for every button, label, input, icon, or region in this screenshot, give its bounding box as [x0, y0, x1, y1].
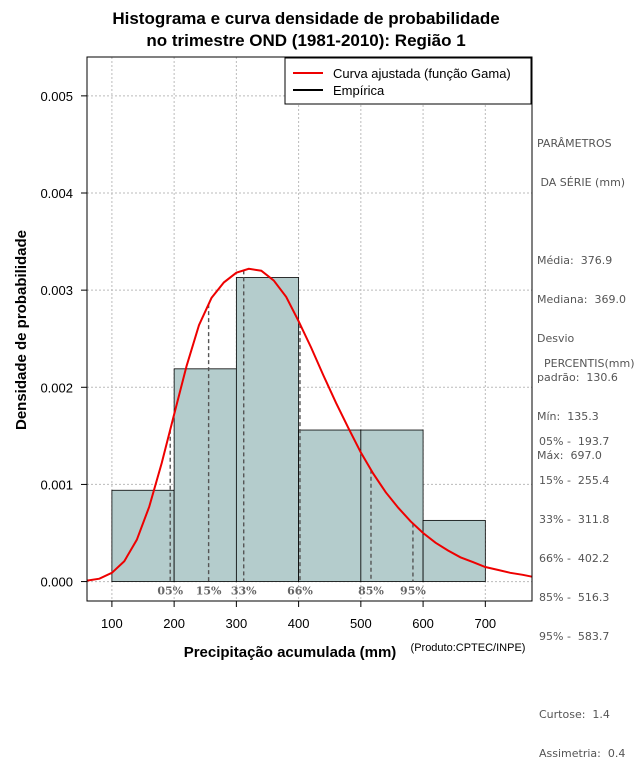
percentile-label: 33%	[231, 585, 257, 598]
histogram-bar	[173, 368, 237, 582]
histogram-chart: 100 200 300 400 500 600 700 0.0000.0010.0020.0…	[13, 9, 533, 660]
y-tick-label: 0.001	[40, 477, 73, 492]
percentile-05: 05% - 193.7	[539, 435, 610, 448]
percentile-lines	[169, 270, 414, 582]
legend-fitted-label: Curva ajustada (função Gama)	[333, 66, 511, 81]
params-title-2: DA SÉRIE (mm)	[537, 176, 626, 189]
legend: Curva ajustada (função Gama) Empírica	[284, 57, 532, 105]
plot-frame	[86, 56, 533, 602]
stat-media: Média: 376.9	[537, 254, 613, 267]
percentile-85: 85% - 516.3	[539, 591, 610, 604]
percentile-label: 05%	[157, 585, 183, 598]
x-tick-label: 500	[350, 616, 372, 631]
percentile-33: 33% - 311.8	[539, 513, 610, 526]
percentile-15: 15% - 255.4	[539, 474, 610, 487]
y-tick-label: 0.004	[40, 186, 73, 201]
chart-title-line-1: Histograma e curva densidade de probabil…	[112, 9, 499, 28]
y-axis-title: Densidade de probabilidade	[13, 230, 30, 430]
percentile-66: 66% - 402.2	[539, 552, 610, 565]
percentiles-title: PERCENTIS(mm)	[544, 357, 635, 370]
x-tick-label: 200	[163, 616, 185, 631]
percentile-95: 95% - 583.7	[539, 630, 610, 643]
stat-curtose: Curtose: 1.4	[539, 708, 610, 721]
stat-mediana: Mediana: 369.0	[537, 293, 626, 306]
x-tick-label: 700	[474, 616, 496, 631]
y-tick-label: 0.003	[40, 283, 73, 298]
percentile-labels: 05% 15% 33% 66% 85% 95%	[157, 585, 426, 598]
product-credit: (Produto:CPTEC/INPE)	[411, 642, 526, 654]
gamma-curve-line	[86, 267, 533, 582]
stat-desvio-value: padrão: 130.6	[537, 371, 618, 384]
percentile-label: 15%	[196, 585, 222, 598]
y-tick-label: 0.005	[40, 89, 73, 104]
legend-empirical-label: Empírica	[333, 83, 385, 98]
y-axis: 0.000 0.001 0.002 0.003 0.004 0.005	[40, 89, 87, 590]
x-axis-title: Precipitação acumulada (mm)	[184, 644, 397, 660]
histogram-bar	[235, 277, 300, 582]
percentile-label: 66%	[287, 585, 313, 598]
percentiles-panel: PERCENTIS(mm) 05% - 193.7 15% - 255.4 33…	[539, 331, 635, 773]
stat-max: Máx: 697.0	[537, 449, 602, 462]
stat-desvio-label: Desvio	[537, 332, 575, 345]
chart-title-line-2: no trimestre OND (1981-2010): Região 1	[146, 31, 465, 50]
params-title-1: PARÂMETROS	[537, 137, 612, 150]
histogram-bar	[360, 429, 424, 582]
percentile-label: 95%	[400, 585, 426, 598]
series-parameters-panel: PARÂMETROS DA SÉRIE (mm) Média: 376.9 Me…	[537, 111, 626, 475]
stat-min: Mín: 135.3	[537, 410, 599, 423]
histogram-bar	[422, 519, 486, 582]
y-tick-label: 0.000	[40, 575, 73, 590]
x-axis: 100 200 300 400 500 600 700	[101, 601, 496, 631]
x-tick-label: 300	[226, 616, 248, 631]
percentile-label: 85%	[358, 585, 384, 598]
stat-assimetria: Assimetria: 0.4	[539, 747, 626, 760]
x-tick-label: 600	[412, 616, 434, 631]
histogram-bar	[298, 429, 362, 582]
legend-box	[284, 57, 532, 105]
histogram-bar	[111, 489, 175, 582]
x-tick-label: 100	[101, 616, 123, 631]
y-tick-label: 0.002	[40, 380, 73, 395]
x-tick-label: 400	[288, 616, 310, 631]
